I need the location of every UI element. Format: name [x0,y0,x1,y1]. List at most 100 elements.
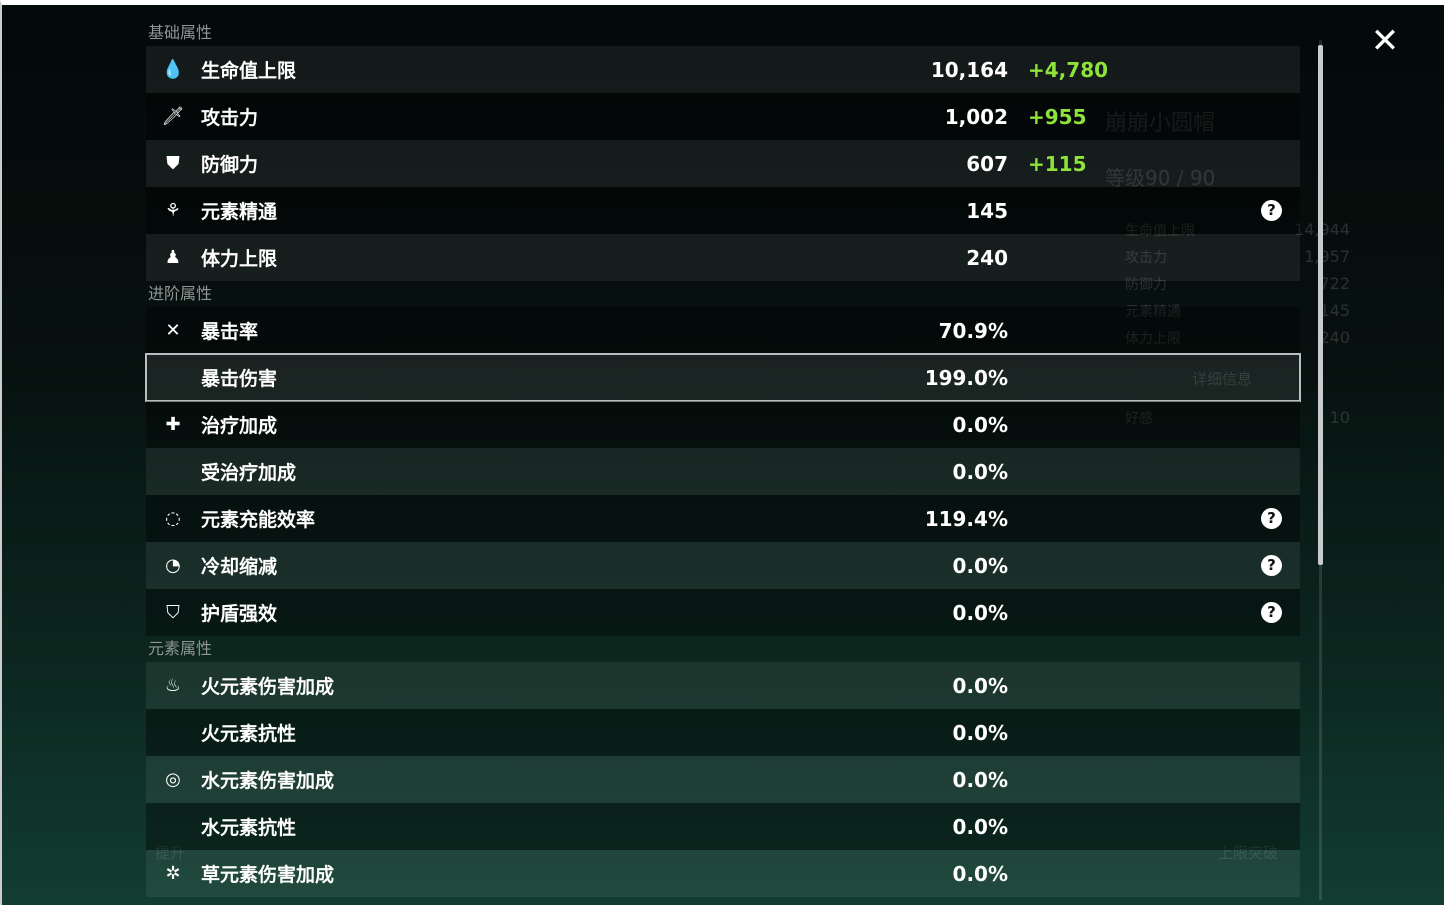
stat-row[interactable]: ♨ 火元素伤害加成 0.0% [146,662,1300,709]
help-icon[interactable]: ? [1261,555,1282,576]
crit-dmg-icon [162,367,184,389]
bg-friendship-value: 10 [1329,408,1350,427]
stat-value: 0.0% [952,673,1008,698]
stat-row[interactable]: ⚘ 元素精通 145? [146,187,1300,234]
bg-stat-label: 元素精通 [1125,304,1181,320]
stat-label: 攻击力 [201,107,259,129]
stat-value: 0.0% [952,459,1008,484]
stat-value: 0.0% [952,412,1008,437]
energy-recharge-icon: ◌ [165,508,181,529]
stat-label: 治疗加成 [201,415,278,437]
stat-row[interactable]: ✲ 草元素伤害加成 0.0% [146,850,1300,897]
bg-stat-row: 防御力 722 [1105,274,1350,300]
hp-drop-icon: 💧 [161,59,185,80]
close-button[interactable]: ✕ [1368,24,1402,58]
stat-value: 119.4% [924,506,1008,531]
stat-row[interactable]: ✚ 治疗加成 0.0% [146,401,1300,448]
help-icon[interactable]: ? [1261,602,1282,623]
section-title: 元素属性 [148,639,213,658]
stat-value: 607 [966,151,1008,176]
stat-bonus: +955 [1028,104,1087,129]
bg-stat-value: 1,957 [1304,247,1350,266]
shield-strength-icon: ⛉ [166,602,180,623]
stat-value: 0.0% [952,720,1008,745]
attribute-panel: 基础属性 💧 生命值上限 10,164 +4,780 🗡 攻击力 1,002 +955 ⛊… [145,20,1301,897]
stat-row[interactable]: ◎ 水元素伤害加成 0.0% [146,756,1300,803]
stat-row[interactable]: ◔ 冷却缩减 0.0%? [146,542,1300,589]
blank-icon [162,461,184,483]
stat-row[interactable]: 🗡 攻击力 1,002 +955 [146,93,1300,140]
stat-value: 0.0% [952,814,1008,839]
bg-friendship: 好感 10 [1105,408,1350,434]
stat-value: 0.0% [952,600,1008,625]
bg-stat-value: 145 [1319,301,1350,320]
bg-detail-button: 详细信息 [1192,370,1253,388]
section-title: 进阶属性 [148,284,213,303]
dendro-icon: ✲ [165,863,181,884]
section-title: 基础属性 [148,23,213,42]
blank-icon [162,722,184,744]
stat-label: 火元素抗性 [201,723,297,745]
stat-row[interactable]: ♟ 体力上限 240 [146,234,1300,281]
pyro-icon: ♨ [164,675,182,696]
help-icon[interactable]: ? [1261,508,1282,529]
bg-stat-label: 防御力 [1125,277,1167,293]
bg-character-name: 崩崩小圆帽 [1105,111,1216,136]
stat-value: 1,002 [944,104,1008,129]
bg-level: 等级90 / 90 [1105,166,1216,190]
bg-stat-value: 240 [1319,328,1350,347]
stat-value: 0.0% [952,553,1008,578]
close-icon: ✕ [1370,21,1400,61]
stat-label: 火元素伤害加成 [201,676,335,698]
stat-row[interactable]: ⛊ 防御力 607 +115 [146,140,1300,187]
blank-icon [162,816,184,838]
bg-stat-row: 元素精通 145 [1105,301,1350,327]
stamina-icon: ♟ [164,247,182,268]
bg-stat-label: 体力上限 [1125,331,1181,347]
stat-label: 暴击伤害 [201,368,278,390]
bg-stat-label: 攻击力 [1125,250,1167,266]
stat-value: 70.9% [938,318,1008,343]
bg-friendship-label: 好感 [1125,411,1153,427]
scrollbar-thumb[interactable] [1318,45,1323,565]
cooldown-icon: ◔ [165,555,181,576]
stat-row[interactable]: ⛉ 护盾强效 0.0%? [146,589,1300,636]
bg-breakthrough: 上限突破 [1218,844,1279,862]
stat-value: 199.0% [924,365,1008,390]
stat-row[interactable]: 火元素抗性 0.0% [146,709,1300,756]
help-icon[interactable]: ? [1261,200,1282,221]
stat-label: 冷却缩减 [201,556,278,578]
stat-value: 145 [966,198,1008,223]
stat-value: 0.0% [952,767,1008,792]
stat-label: 水元素伤害加成 [201,770,335,792]
bg-upgrade: 提升 [155,844,186,862]
stat-row[interactable]: ◌ 元素充能效率 119.4%? [146,495,1300,542]
bg-stat-value: 722 [1319,274,1350,293]
stat-row[interactable]: 水元素抗性 0.0% [146,803,1300,850]
defense-shield-icon: ⛊ [166,153,180,174]
stat-label: 护盾强效 [201,603,278,625]
bg-stat-label: 生命值上限 [1125,223,1195,239]
stat-value: 0.0% [952,861,1008,886]
bg-stat-row: 体力上限 240 [1105,328,1350,354]
stat-label: 防御力 [201,154,259,176]
stat-label: 元素充能效率 [201,509,316,531]
hydro-icon: ◎ [165,769,181,790]
stat-label: 受治疗加成 [201,462,297,484]
stat-row[interactable]: ✕ 暴击率 70.9% [146,307,1300,354]
stat-label: 体力上限 [201,248,278,270]
stat-row[interactable]: 暴击伤害 199.0% [145,353,1301,402]
stat-label: 水元素抗性 [201,817,297,839]
healing-cross-icon: ✚ [165,414,181,435]
attack-sword-icon: 🗡 [161,106,185,127]
stat-label: 元素精通 [201,201,278,223]
stat-bonus: +115 [1028,151,1087,176]
stat-row[interactable]: 💧 生命值上限 10,164 +4,780 [146,46,1300,93]
stat-row[interactable]: 受治疗加成 0.0% [146,448,1300,495]
stat-value: 240 [966,245,1008,270]
stat-value: 10,164 [930,57,1008,82]
stat-label: 生命值上限 [201,60,297,82]
bg-stat-row: 攻击力 1,957 [1105,247,1350,273]
stat-label: 草元素伤害加成 [201,864,335,886]
